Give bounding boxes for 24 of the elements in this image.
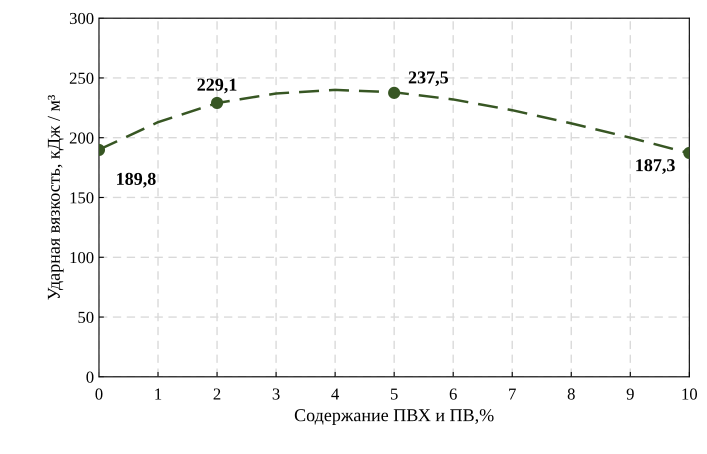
- data-label: 189,8: [117, 172, 156, 188]
- data-label: 229,1: [197, 78, 236, 94]
- y-tick-label: 0: [86, 372, 94, 383]
- y-tick-label: 200: [70, 132, 94, 144]
- x-tick-label: 9: [626, 388, 634, 400]
- y-tick-label: 50: [78, 312, 94, 323]
- x-tick-label: 5: [390, 388, 398, 400]
- y-tick-label: 250: [70, 72, 94, 84]
- x-tick-label: 2: [214, 388, 220, 400]
- x-tick-label: 4: [331, 388, 340, 400]
- x-tick-label: 0: [95, 388, 103, 400]
- data-label: 237,5: [408, 71, 448, 86]
- y-axis-title: Ударная вязкость, кДж / м³: [48, 95, 64, 300]
- x-tick-label: 8: [568, 388, 575, 400]
- y-tick-label: 300: [70, 12, 94, 24]
- x-tick-label: 1: [155, 388, 162, 400]
- x-axis-title: Содержание ПВХ и ПВ,%: [294, 409, 494, 425]
- x-tick-label: 7: [509, 388, 516, 400]
- y-tick-label: 150: [70, 192, 94, 204]
- data-label: 187,3: [636, 159, 675, 174]
- x-tick-label: 10: [682, 388, 698, 400]
- x-tick-label: 3: [272, 388, 280, 400]
- x-tick-label: 6: [450, 388, 457, 400]
- y-tick-label: 100: [70, 252, 94, 264]
